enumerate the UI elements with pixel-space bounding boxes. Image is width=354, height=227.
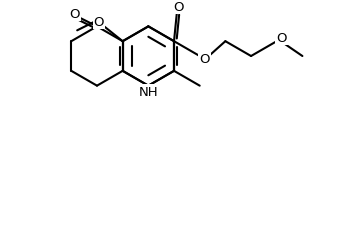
Text: NH: NH [138,86,158,99]
Text: O: O [276,32,287,44]
Text: O: O [69,8,80,21]
Text: O: O [94,16,104,29]
Text: O: O [199,53,210,66]
Text: O: O [174,1,184,14]
